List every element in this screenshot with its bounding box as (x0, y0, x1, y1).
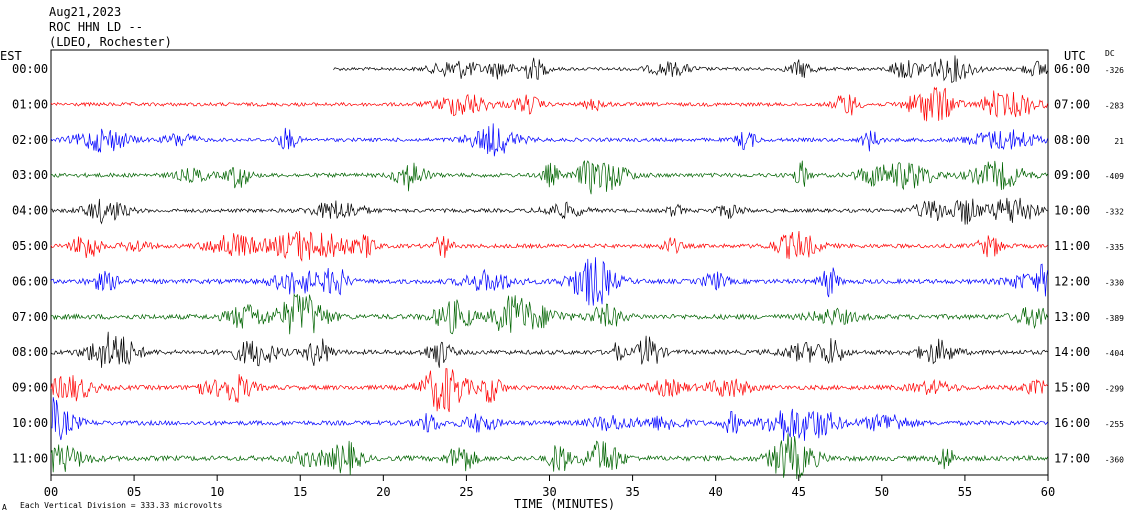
dc-axis-label: DC (1105, 49, 1115, 58)
trace-row-0200 (50, 123, 1048, 157)
x-tick-label: 35 (625, 485, 639, 499)
dc-offset-label: -255 (1105, 420, 1124, 429)
trace-row-1000 (50, 397, 1048, 442)
x-tick-label: 10 (210, 485, 224, 499)
dc-offset-label: -389 (1105, 314, 1124, 323)
header-network: (LDEO, Rochester) (49, 35, 172, 49)
utc-hour-label: 14:00 (1054, 345, 1090, 359)
x-tick-label: 50 (875, 485, 889, 499)
est-hour-label: 06:00 (12, 274, 48, 288)
dc-offset-label: -326 (1105, 66, 1124, 75)
utc-hour-label: 12:00 (1054, 274, 1090, 288)
seismic-traces (50, 55, 1048, 480)
x-tick-label: 25 (459, 485, 473, 499)
est-hour-label: 10:00 (12, 416, 48, 430)
est-hour-label: 08:00 (12, 345, 48, 359)
utc-hour-label: 06:00 (1054, 62, 1090, 76)
est-hour-label: 07:00 (12, 310, 48, 324)
est-hour-label: 01:00 (12, 97, 48, 111)
dc-offset-label: 21 (1114, 137, 1124, 146)
trace-row-0300 (50, 160, 1048, 195)
dc-offset-label: -409 (1105, 172, 1124, 181)
utc-hour-label: 16:00 (1054, 416, 1090, 430)
utc-hour-label: 10:00 (1054, 204, 1090, 218)
est-hour-label: 04:00 (12, 204, 48, 218)
x-tick-label: 15 (293, 485, 307, 499)
x-tick-label: 40 (708, 485, 722, 499)
utc-hour-label: 13:00 (1054, 310, 1090, 324)
dc-offset-label: -335 (1105, 243, 1124, 252)
utc-hour-label: 09:00 (1054, 168, 1090, 182)
dc-offset-label: -299 (1105, 385, 1124, 394)
row-labels: 00:00 06:00 -326 01:00 07:00 -283 02:00 08:00 21… (12, 62, 1124, 465)
header-station: ROC HHN LD -- (49, 20, 143, 34)
footer-mark: A (2, 503, 7, 512)
est-hour-label: 03:00 (12, 168, 48, 182)
x-axis-ticks: 00 05 10 15 20 25 30 35 40 45 50 55 60 (44, 475, 1055, 499)
x-tick-label: 45 (792, 485, 806, 499)
trace-row-0700 (50, 293, 1048, 335)
est-axis-label: EST (0, 49, 22, 63)
header-date: Aug21,2023 (49, 5, 122, 19)
trace-row-0600 (50, 257, 1048, 306)
dc-offset-label: -283 (1105, 101, 1124, 110)
x-tick-label: 30 (542, 485, 556, 499)
trace-row-0100 (50, 86, 1048, 122)
utc-hour-label: 07:00 (1054, 97, 1090, 111)
trace-row-0500 (50, 230, 1048, 262)
utc-hour-label: 08:00 (1054, 133, 1090, 147)
trace-row-0900 (50, 368, 1048, 413)
est-hour-label: 02:00 (12, 133, 48, 147)
utc-hour-label: 11:00 (1054, 239, 1090, 253)
trace-row-0400 (50, 197, 1048, 225)
plot-frame (50, 49, 1049, 476)
x-tick-label: 20 (376, 485, 390, 499)
est-hour-label: 09:00 (12, 381, 48, 395)
utc-axis-label: UTC (1064, 49, 1086, 63)
footer-scale-note: Each Vertical Division = 333.33 microvol… (20, 501, 223, 510)
trace-row-1100 (50, 433, 1048, 480)
x-tick-label: 00 (44, 485, 58, 499)
est-hour-label: 11:00 (12, 451, 48, 465)
est-hour-label: 05:00 (12, 239, 48, 253)
dc-offset-label: -404 (1105, 349, 1124, 358)
est-hour-label: 00:00 (12, 62, 48, 76)
dc-offset-label: -330 (1105, 278, 1124, 287)
trace-row-0800 (50, 331, 1048, 368)
x-tick-label: 05 (127, 485, 141, 499)
dc-offset-label: -332 (1105, 208, 1124, 217)
utc-hour-label: 17:00 (1054, 451, 1090, 465)
dc-offset-label: -360 (1105, 455, 1124, 464)
x-axis-title: TIME (MINUTES) (514, 497, 616, 511)
x-tick-label: 60 (1041, 485, 1055, 499)
trace-row-0000 (333, 55, 1048, 83)
x-tick-label: 55 (958, 485, 972, 499)
utc-hour-label: 15:00 (1054, 381, 1090, 395)
